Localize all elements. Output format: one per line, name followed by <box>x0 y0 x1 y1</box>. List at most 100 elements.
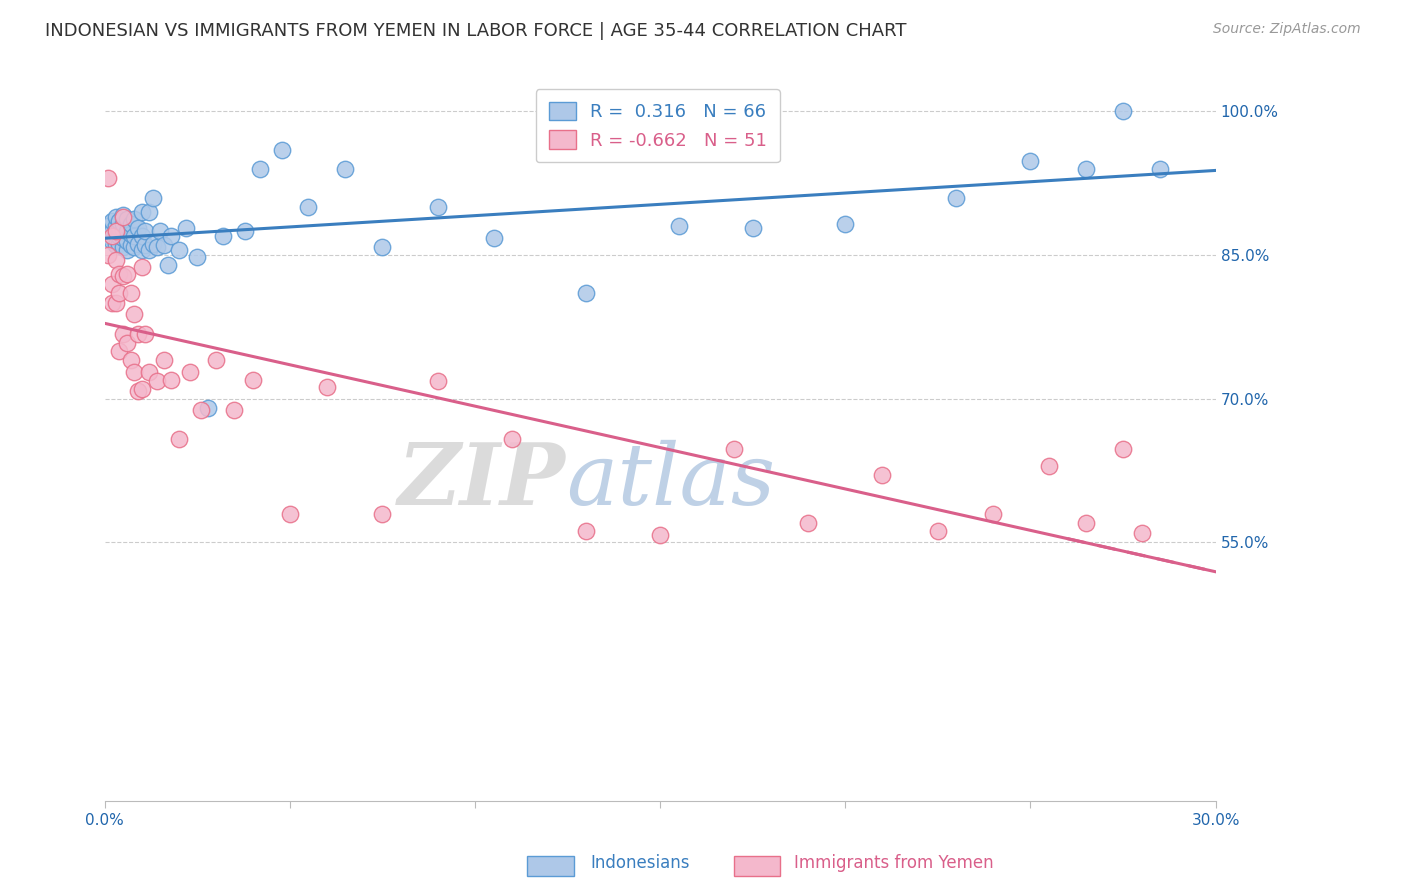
Point <box>153 353 176 368</box>
Point <box>190 403 212 417</box>
Point <box>97 228 120 243</box>
Point <box>115 211 138 226</box>
Point <box>112 231 135 245</box>
Point <box>235 224 257 238</box>
Point <box>872 468 894 483</box>
Point <box>167 244 190 258</box>
Point <box>427 375 450 389</box>
Point <box>149 224 172 238</box>
Point <box>131 205 153 219</box>
Point <box>104 210 127 224</box>
Point <box>101 224 124 238</box>
Point <box>160 228 183 243</box>
Point <box>668 219 690 234</box>
Point <box>297 200 319 214</box>
Point <box>160 373 183 387</box>
Point <box>131 228 153 243</box>
Point <box>127 236 149 251</box>
Point <box>249 161 271 176</box>
Text: INDONESIAN VS IMMIGRANTS FROM YEMEN IN LABOR FORCE | AGE 35-44 CORRELATION CHART: INDONESIAN VS IMMIGRANTS FROM YEMEN IN L… <box>45 22 907 40</box>
Point <box>115 336 138 351</box>
Point <box>112 210 135 224</box>
Point <box>335 161 357 176</box>
Point <box>167 432 190 446</box>
Point <box>112 224 135 238</box>
Point <box>112 269 135 284</box>
Point <box>120 238 142 252</box>
Point <box>927 524 949 538</box>
Point <box>371 507 394 521</box>
Point <box>278 507 301 521</box>
Point <box>983 507 1005 521</box>
Text: Source: ZipAtlas.com: Source: ZipAtlas.com <box>1213 22 1361 37</box>
Text: atlas: atlas <box>565 440 775 522</box>
Point <box>131 260 153 274</box>
Point <box>741 221 763 235</box>
Point <box>127 384 149 398</box>
Point <box>174 221 197 235</box>
Point <box>101 296 124 310</box>
Point <box>142 190 165 204</box>
Point <box>138 205 160 219</box>
Point <box>138 244 160 258</box>
Point <box>134 326 156 341</box>
Point <box>723 442 745 456</box>
Point <box>1112 104 1135 119</box>
Point <box>101 214 124 228</box>
Point <box>153 238 176 252</box>
Point <box>115 244 138 258</box>
Text: ZIP: ZIP <box>398 439 565 523</box>
Point <box>115 267 138 281</box>
Point <box>101 277 124 291</box>
Point <box>97 248 120 262</box>
Point <box>108 214 131 228</box>
Point <box>112 240 135 254</box>
Point <box>120 218 142 232</box>
Point <box>797 516 820 531</box>
Point <box>124 228 146 243</box>
Point <box>145 240 167 254</box>
Point <box>120 227 142 241</box>
Point <box>120 286 142 301</box>
Point <box>108 267 131 281</box>
Point <box>127 326 149 341</box>
Point <box>1074 516 1097 531</box>
Legend: R =  0.316   N = 66, R = -0.662   N = 51: R = 0.316 N = 66, R = -0.662 N = 51 <box>536 89 779 162</box>
Point <box>145 375 167 389</box>
Point <box>650 528 672 542</box>
Point <box>104 252 127 267</box>
Point <box>1112 442 1135 456</box>
Point <box>115 234 138 248</box>
Point <box>115 224 138 238</box>
Point <box>120 353 142 368</box>
Point <box>104 238 127 252</box>
Text: Indonesians: Indonesians <box>591 855 690 872</box>
Point <box>134 238 156 252</box>
Point <box>197 401 219 416</box>
Point <box>112 218 135 232</box>
Point <box>186 250 208 264</box>
Point <box>575 286 598 301</box>
Point <box>108 343 131 358</box>
Point <box>112 208 135 222</box>
Point <box>108 221 131 235</box>
Point <box>1149 161 1171 176</box>
Point <box>142 236 165 251</box>
Point <box>1130 525 1153 540</box>
Point <box>108 236 131 251</box>
Point <box>101 234 124 248</box>
Point <box>315 380 337 394</box>
Point <box>834 218 856 232</box>
Point <box>108 286 131 301</box>
Point <box>124 365 146 379</box>
Point <box>134 224 156 238</box>
Point <box>131 244 153 258</box>
Point <box>371 240 394 254</box>
Point <box>104 219 127 234</box>
Point <box>101 228 124 243</box>
Point <box>97 219 120 234</box>
Point <box>112 326 135 341</box>
Point <box>108 228 131 243</box>
Point <box>104 296 127 310</box>
Point <box>271 143 294 157</box>
